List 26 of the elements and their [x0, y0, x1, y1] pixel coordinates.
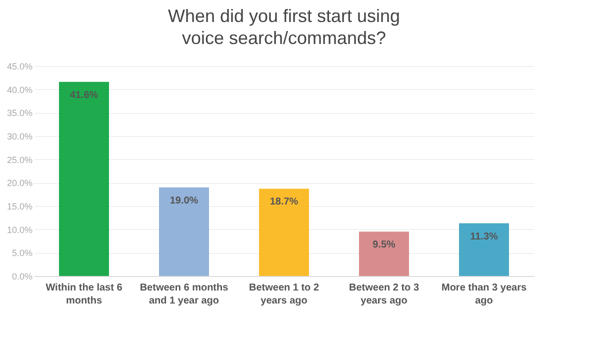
y-tick-label: 20.0%	[6, 178, 32, 188]
x-tick-label: Between 6 months and 1 year ago	[140, 282, 229, 306]
y-tick-label: 45.0%	[6, 62, 32, 72]
y-tick-label: 35.0%	[6, 108, 32, 118]
bar	[59, 82, 109, 276]
y-tick-label: 40.0%	[6, 84, 32, 95]
bar	[159, 187, 209, 276]
bar	[359, 232, 409, 276]
y-tick-label: 15.0%	[6, 202, 32, 212]
x-tick-label: Within the last 6 months	[46, 282, 123, 306]
data-label: 41.6%	[70, 90, 98, 101]
bar	[459, 223, 509, 276]
data-label: 18.7%	[270, 196, 298, 208]
x-tick-label: More than 3 years ago	[441, 282, 527, 306]
x-tick-label: Between 1 to 2 years ago	[248, 282, 320, 306]
data-label: 19.0%	[170, 195, 198, 206]
y-tick-label: 25.0%	[6, 154, 32, 165]
y-tick-label: 10.0%	[6, 224, 32, 235]
bar	[259, 188, 309, 276]
y-tick-label: 0.0%	[12, 272, 32, 282]
chart-title: When did you first start using voice search/commands?	[168, 6, 400, 48]
y-tick-label: 5.0%	[12, 248, 32, 258]
y-tick-label: 30.0%	[6, 132, 32, 142]
data-label: 9.5%	[372, 240, 396, 251]
x-tick-label: Between 2 to 3 years ago	[348, 282, 420, 306]
data-label: 11.3%	[470, 231, 498, 242]
